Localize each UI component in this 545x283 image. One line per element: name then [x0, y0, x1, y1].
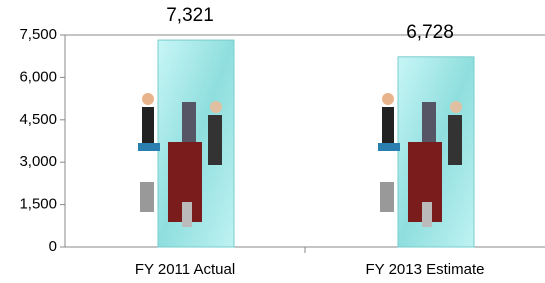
y-tick-label: 3,000: [19, 153, 57, 170]
person-head: [142, 93, 154, 105]
case: [140, 182, 154, 212]
x-tick-label: FY 2011 Actual: [135, 261, 235, 278]
y-tick-label: 7,500: [19, 26, 57, 43]
chart: 0 1,500 3,000 4,500 6,000 7,500 FY 2011 Actual…: [0, 0, 545, 283]
person-head: [210, 101, 222, 113]
y-tick-label: 0: [49, 238, 57, 255]
person-head: [450, 101, 462, 113]
person-head: [382, 93, 394, 105]
chair: [378, 143, 400, 151]
x-tick-label: FY 2013 Estimate: [366, 261, 485, 278]
person-body: [142, 107, 154, 145]
person-body: [448, 115, 462, 165]
y-tick-label: 4,500: [19, 111, 57, 128]
monitor: [422, 102, 436, 142]
person-body: [208, 115, 222, 165]
monitor: [182, 102, 196, 142]
bin: [422, 202, 432, 227]
y-tick-label: 1,500: [19, 196, 57, 213]
chair: [138, 143, 160, 151]
value-label: 7,321: [166, 5, 214, 26]
person-body: [382, 107, 394, 145]
case: [380, 182, 394, 212]
y-tick-label: 6,000: [19, 68, 57, 85]
bin: [182, 202, 192, 227]
value-label: 6,728: [406, 22, 454, 43]
